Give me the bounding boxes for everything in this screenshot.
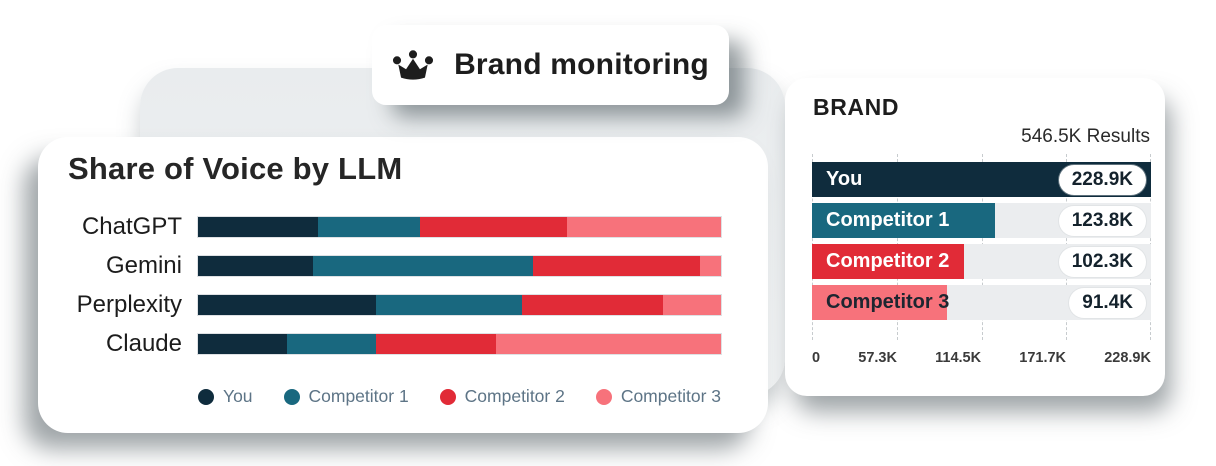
results-count: 546.5K Results [1021,126,1150,147]
sov-row: Perplexity [38,291,721,318]
brand-bar-row: You 228.9K [812,162,1151,197]
bar-segment-you [198,256,314,276]
sov-legend: You Competitor 1 Competitor 2 Competitor 3 [198,386,721,407]
brand-bar-label: Competitor 1 [826,209,950,231]
sov-row: ChatGPT [38,213,721,240]
bar-segment-you [198,334,287,354]
stacked-bar [198,217,721,237]
x-axis: 0 57.3K 114.5K 171.7K 228.9K [812,350,1151,366]
legend-item: You [198,386,253,407]
brand-results-card: BRAND 546.5K Results You 228.9K Competitor… [785,78,1165,396]
sov-row: Gemini [38,252,721,279]
sov-title: Share of Voice by LLM [68,151,403,186]
llm-label: Perplexity [76,291,182,318]
stacked-bar [198,334,721,354]
axis-tick-label: 171.7K [1019,350,1067,366]
stacked-bar [198,295,721,315]
value-pill: 228.9K [1058,164,1146,195]
bar-segment-you [198,295,376,315]
legend-label: You [223,386,253,406]
brand-bar-row: Competitor 3 91.4K [812,285,1151,320]
axis-tick-label: 0 [812,350,821,366]
stacked-bar [198,256,721,276]
axis-tick-label: 57.3K [858,350,897,366]
bar-segment-competitor-1 [286,334,376,354]
llm-label: Gemini [105,252,182,279]
bar-segment-competitor-3 [566,217,721,237]
bar-segment-competitor-2 [420,217,567,237]
bar-segment-competitor-2 [522,295,664,315]
brand-bar-label: Competitor 2 [826,250,950,272]
brand-bars: You 228.9K Competitor 1 123.8K Competitor 2 1… [812,154,1151,320]
brand-title: BRAND [813,94,900,120]
brand-bar-chart: You 228.9K Competitor 1 123.8K Competitor 2 1… [812,154,1151,340]
legend-dot [283,388,300,405]
brand-monitoring-badge[interactable]: Brand monitoring [372,25,729,105]
brand-bar: Competitor 1 [812,203,996,238]
axis-tick-label: 114.5K [935,350,982,366]
bar-segment-competitor-2 [532,256,701,276]
legend-item: Competitor 1 [283,386,409,407]
bar-segment-competitor-1 [375,295,523,315]
crown-icon [392,48,434,82]
bar-segment-competitor-3 [700,256,721,276]
bar-segment-competitor-1 [313,256,533,276]
bar-segment-competitor-3 [496,334,721,354]
legend-dot [439,388,456,405]
legend-dot [595,388,612,405]
bar-segment-you [198,217,319,237]
sov-stacked-bar-chart: ChatGPT Gemini Perplexity Claude [38,213,721,373]
legend-item: Competitor 2 [439,386,565,407]
legend-label: Competitor 3 [620,386,721,406]
legend-dot [198,388,214,405]
legend-item: Competitor 3 [595,386,721,407]
legend-label: Competitor 2 [464,386,565,406]
sov-row: Claude [38,330,721,357]
bar-segment-competitor-1 [318,217,421,237]
badge-label: Brand monitoring [454,48,709,81]
brand-bar-label: Competitor 3 [826,291,950,313]
brand-bar: Competitor 3 [812,285,950,320]
brand-bar: Competitor 2 [812,244,964,279]
value-pill: 91.4K [1069,287,1146,318]
value-pill: 123.8K [1058,205,1146,236]
llm-label: ChatGPT [81,213,182,240]
share-of-voice-card: Share of Voice by LLM ChatGPT Gemini Perpl… [38,137,768,433]
llm-label: Claude [105,330,182,357]
bar-segment-competitor-2 [375,334,497,354]
brand-bar-label: You [826,168,863,190]
axis-tick-label: 228.9K [1104,350,1151,366]
brand-bar-row: Competitor 1 123.8K [812,203,1151,238]
legend-label: Competitor 1 [308,386,409,406]
bar-segment-competitor-3 [663,295,721,315]
value-pill: 102.3K [1058,246,1146,277]
brand-bar-row: Competitor 2 102.3K [812,244,1151,279]
